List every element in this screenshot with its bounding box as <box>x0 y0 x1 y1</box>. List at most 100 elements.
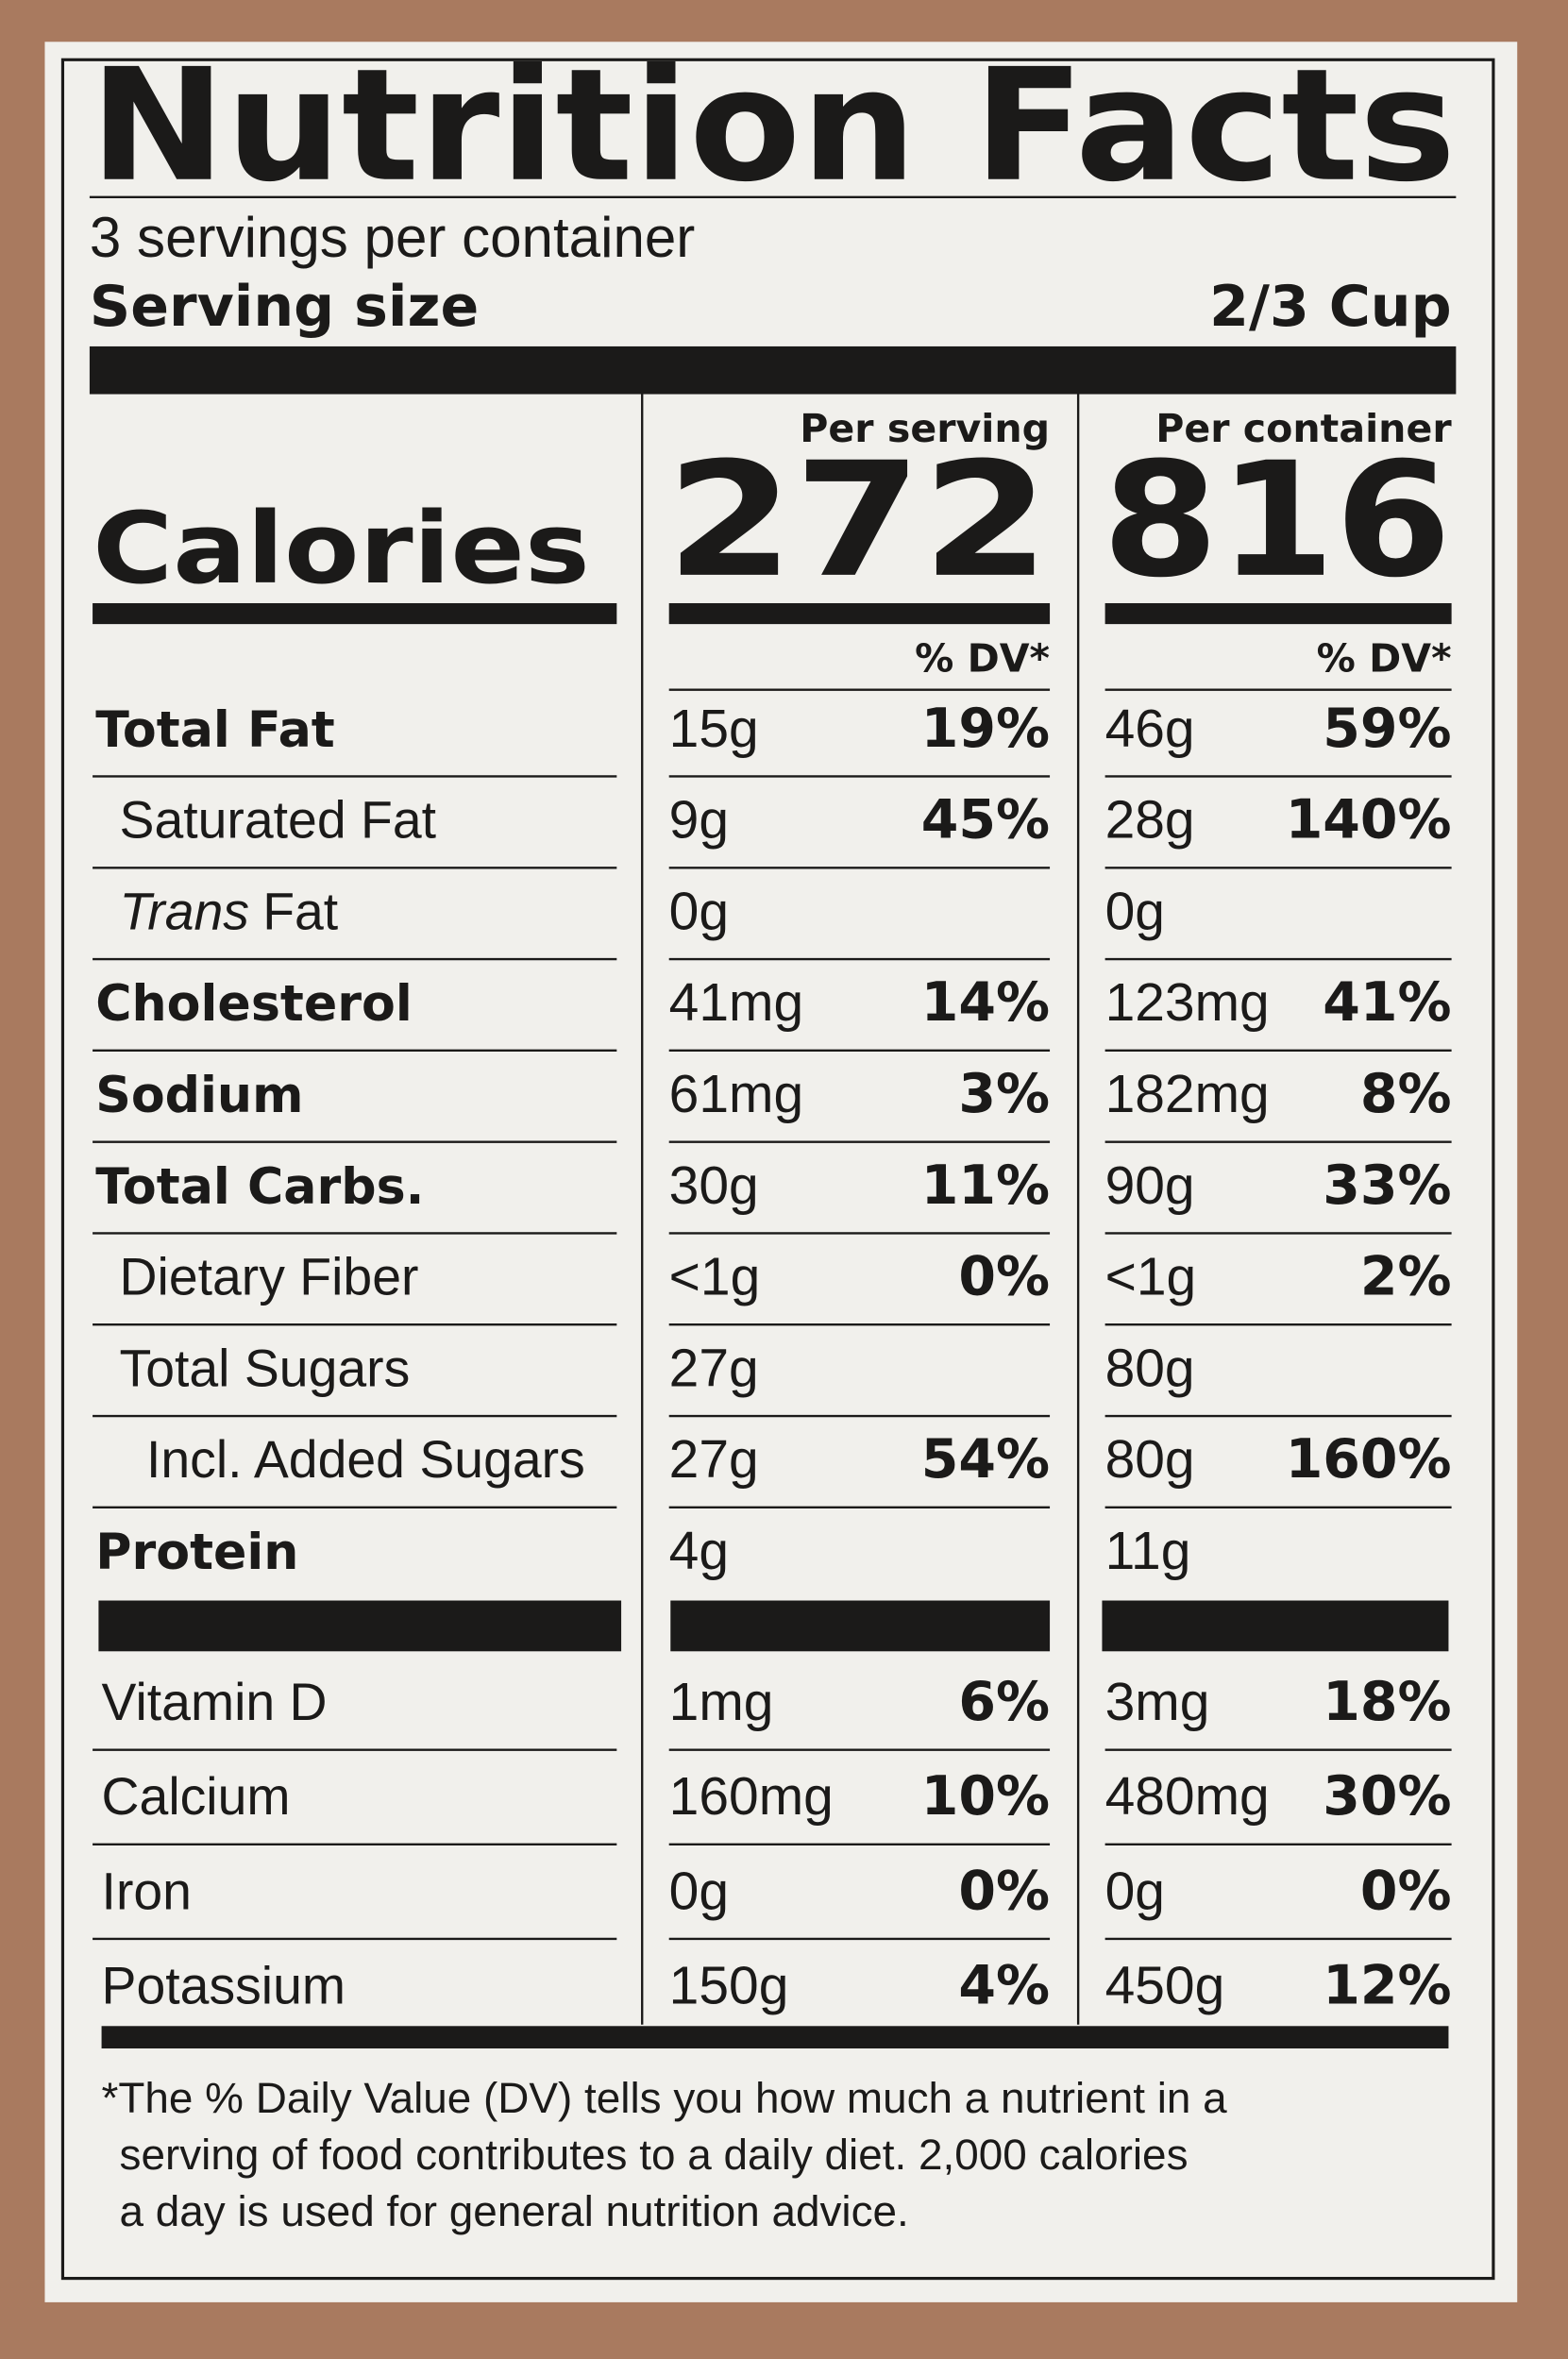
calories-bar <box>93 602 617 625</box>
amount: 9g <box>669 790 729 851</box>
nutrient-name: Incl. Added Sugars <box>146 1430 585 1489</box>
serving-size-label: Serving size <box>90 274 479 340</box>
daily-value: 0% <box>958 1860 1050 1922</box>
calories-bar <box>668 602 1051 625</box>
daily-value: 41% <box>1323 971 1451 1034</box>
nutrient-name-text: Total Sugars <box>120 1339 411 1397</box>
footnote-line: a day is used for general nutrition advi… <box>120 2186 909 2235</box>
daily-value: 18% <box>1323 1671 1451 1733</box>
daily-value: 12% <box>1323 1954 1451 2016</box>
amount: 0g <box>1105 881 1165 941</box>
amount: 30g <box>669 1155 759 1216</box>
nutrient-name: Dietary Fiber <box>120 1248 419 1306</box>
label-border <box>60 58 1495 2281</box>
nutrient-name-text: Sodium <box>95 1068 303 1124</box>
daily-value: 59% <box>1323 698 1451 760</box>
daily-value: 45% <box>921 789 1050 851</box>
nutrient-name-rest: Fat <box>262 882 338 940</box>
nutrient-name: Total Carbs. <box>95 1159 424 1216</box>
amount: 61mg <box>669 1064 803 1124</box>
daily-value: 33% <box>1323 1154 1451 1217</box>
nutrient-name: Total Sugars <box>120 1339 411 1397</box>
nutrient-name-italic: Trans <box>120 882 249 940</box>
nutrient-name-text: Total Fat <box>95 702 335 759</box>
daily-value: 6% <box>958 1671 1050 1733</box>
vitamin-name: Calcium <box>102 1767 291 1826</box>
dv-header: % DV* <box>1317 636 1452 682</box>
label-panel <box>44 42 1518 2302</box>
amount: 41mg <box>669 972 803 1033</box>
amount: 160mg <box>669 1766 834 1827</box>
daily-value: 2% <box>1360 1246 1452 1308</box>
daily-value: 0% <box>1360 1860 1452 1922</box>
amount: <1g <box>1105 1247 1197 1307</box>
amount: 3mg <box>1105 1672 1210 1732</box>
amount: 150g <box>669 1955 789 2015</box>
column-header: Per container <box>1155 406 1452 451</box>
footnote-line: *The % Daily Value (DV) tells you how mu… <box>102 2073 1228 2122</box>
nutrient-name-text: Protein <box>95 1525 298 1581</box>
daily-value: 11% <box>921 1154 1050 1217</box>
calories-value: 816 <box>1102 428 1451 613</box>
calories-value: 272 <box>666 428 1051 613</box>
nutrient-name: Cholesterol <box>95 976 413 1033</box>
amount: 0g <box>669 1861 729 1921</box>
nutrient-name: Protein <box>95 1525 298 1581</box>
amount: 80g <box>1105 1429 1195 1490</box>
amount: 4g <box>669 1521 729 1581</box>
daily-value: 54% <box>921 1428 1050 1491</box>
nutrient-name: Trans Fat <box>120 882 339 940</box>
thick-bar <box>89 345 1457 395</box>
daily-value: 10% <box>921 1765 1050 1828</box>
amount: 80g <box>1105 1338 1195 1398</box>
amount: 0g <box>669 881 729 941</box>
thick-bar <box>1102 1600 1449 1652</box>
daily-value: 140% <box>1286 789 1452 851</box>
amount: 182mg <box>1105 1064 1270 1124</box>
amount: 450g <box>1105 1955 1225 2015</box>
nutrient-name-text: Saturated Fat <box>120 791 436 850</box>
thick-bar <box>98 1600 622 1652</box>
amount: 480mg <box>1105 1766 1270 1827</box>
serving-size-value: 2/3 Cup <box>1209 274 1451 340</box>
nutrient-name: Total Fat <box>95 702 335 759</box>
amount: 27g <box>669 1429 759 1490</box>
daily-value: 0% <box>958 1246 1050 1308</box>
amount: 0g <box>1105 1861 1165 1921</box>
amount: <1g <box>669 1247 761 1307</box>
amount: 11g <box>1105 1521 1191 1581</box>
daily-value: 160% <box>1286 1428 1452 1491</box>
daily-value: 19% <box>921 698 1050 760</box>
amount: 123mg <box>1105 972 1270 1033</box>
amount: 15g <box>669 699 759 759</box>
thick-bar <box>101 2026 1449 2049</box>
amount: 1mg <box>669 1672 774 1732</box>
daily-value: 8% <box>1360 1063 1452 1125</box>
nutrient-name: Sodium <box>95 1068 303 1124</box>
dv-header: % DV* <box>915 636 1050 682</box>
footnote-line: serving of food contributes to a daily d… <box>120 2130 1189 2179</box>
daily-value: 14% <box>921 971 1050 1034</box>
amount: 28g <box>1105 790 1195 851</box>
column-header: Per serving <box>800 406 1050 451</box>
amount: 46g <box>1105 699 1195 759</box>
nutrient-name-text: Incl. Added Sugars <box>146 1430 585 1489</box>
nutrient-name: Saturated Fat <box>120 791 436 850</box>
nutrient-name-text: Cholesterol <box>95 976 413 1033</box>
servings: 3 servings per container <box>90 206 695 269</box>
daily-value: 4% <box>958 1954 1050 2016</box>
daily-value: 3% <box>958 1063 1050 1125</box>
nutrient-name-text: Total Carbs. <box>95 1159 424 1216</box>
daily-value: 30% <box>1323 1765 1451 1828</box>
amount: 90g <box>1105 1155 1195 1216</box>
vitamin-name: Vitamin D <box>102 1673 328 1731</box>
thick-bar <box>670 1600 1051 1652</box>
title: Nutrition Facts <box>90 35 1456 216</box>
nutrient-name-text: Dietary Fiber <box>120 1248 419 1306</box>
vitamin-name: Iron <box>102 1862 192 1920</box>
calories-bar <box>1104 602 1452 625</box>
calories-label: Calories <box>93 491 590 606</box>
amount: 27g <box>669 1338 759 1398</box>
